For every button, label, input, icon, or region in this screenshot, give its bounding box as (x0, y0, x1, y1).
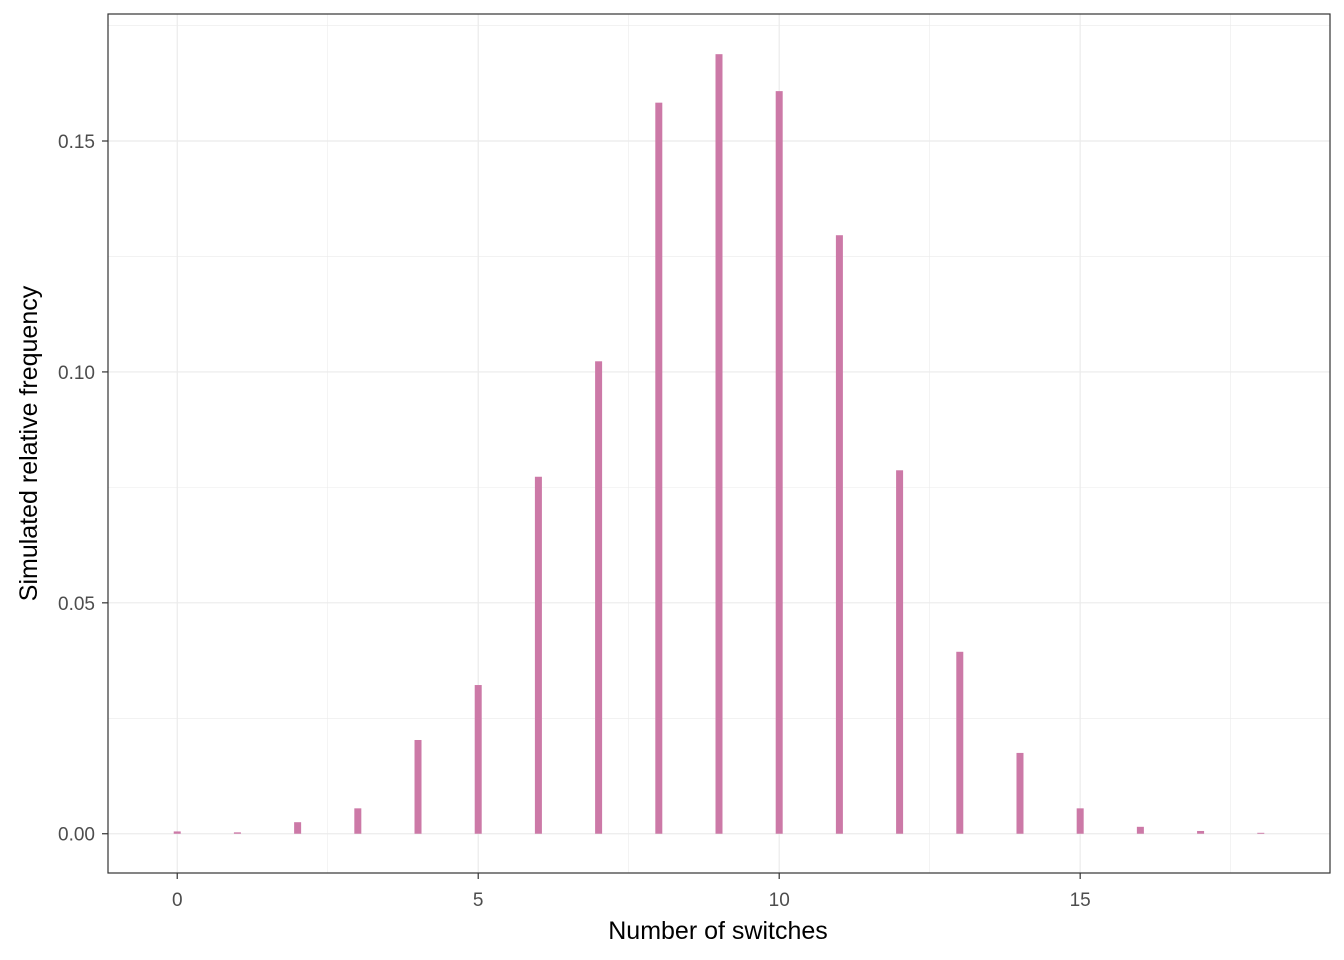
y-tick-label: 0.10 (58, 363, 95, 384)
bar (956, 651, 964, 834)
bar (655, 102, 663, 834)
bar (414, 739, 422, 834)
x-tick-label: 15 (1070, 890, 1091, 911)
y-tick-label: 0.05 (58, 594, 95, 615)
bar (1016, 752, 1024, 834)
bar (1257, 832, 1265, 834)
bar (715, 54, 723, 834)
bar (1076, 808, 1084, 834)
panel-border (107, 13, 1331, 874)
bars (173, 54, 1265, 834)
x-axis-title: Number of switches (608, 917, 828, 945)
y-tick-label: 0.00 (58, 825, 95, 846)
bar (233, 832, 241, 834)
y-axis-title: Simulated relative frequency (15, 285, 43, 601)
y-tick-label: 0.15 (58, 132, 95, 153)
axes: 0 5 10 15 0.00 0.05 0.10 0.15 (58, 132, 1091, 911)
bar (354, 808, 362, 834)
bar (474, 685, 482, 834)
bar (595, 361, 603, 834)
bar (173, 831, 181, 834)
x-tick-label: 5 (473, 890, 484, 911)
bar (534, 476, 542, 834)
x-tick-label: 0 (172, 890, 183, 911)
bar (1136, 826, 1144, 834)
bar (1197, 830, 1205, 834)
bar (835, 235, 843, 834)
bar (294, 822, 302, 834)
x-tick-label: 10 (769, 890, 790, 911)
bar (775, 91, 783, 834)
bar (896, 470, 904, 834)
